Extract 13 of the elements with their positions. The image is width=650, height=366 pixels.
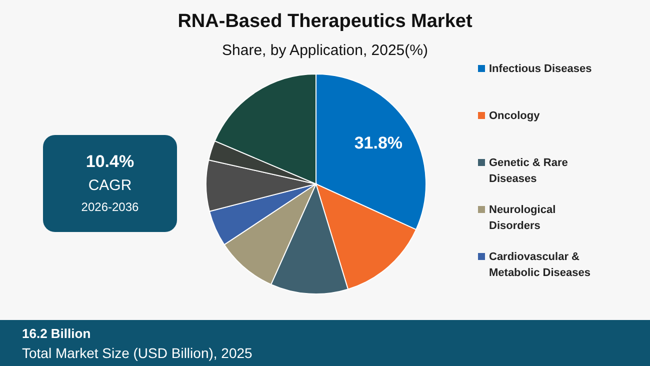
text: CAGR [88, 177, 132, 194]
text: 2026-2036 [81, 200, 140, 214]
chart-subtitle: Share, by Application, 2025(%) [222, 42, 428, 59]
text: Total Market Size (USD Billion), 2025 [22, 345, 253, 361]
chart-title: RNA-Based Therapeutics Market [178, 11, 473, 32]
legend-label: Cardiovascular & Metabolic Diseases [489, 251, 590, 279]
legend-label: Infectious Diseases [489, 63, 592, 75]
text: 16.2 Billion [22, 326, 91, 341]
data-label: 31.8% [354, 133, 403, 152]
legend-label: Oncology [489, 110, 541, 122]
legend-label: Neurological Disorders [489, 204, 556, 232]
text: 10.4% [86, 152, 134, 171]
legend-label: Genetic & Rare Diseases [489, 157, 568, 185]
